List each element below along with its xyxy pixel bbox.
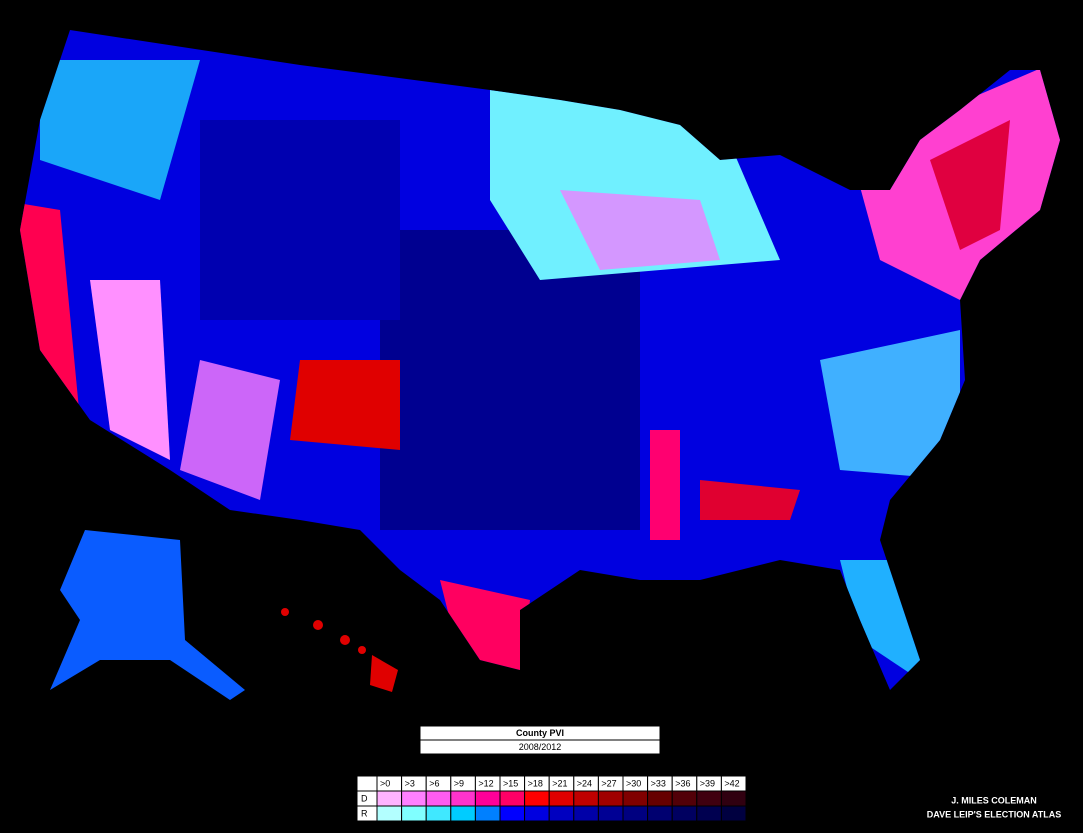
legend-row-label: D	[361, 793, 368, 803]
legend-subtitle: 2008/2012	[519, 742, 562, 752]
legend-swatch	[499, 805, 526, 822]
legend-swatch	[499, 790, 526, 807]
legend-swatch	[671, 790, 698, 807]
legend-swatch	[696, 805, 722, 822]
credit: J. MILES COLEMAN	[951, 795, 1037, 805]
legend-swatch	[573, 805, 599, 822]
legend-swatch	[548, 790, 575, 807]
legend-swatch	[720, 805, 747, 822]
legend-threshold: >39	[700, 778, 715, 788]
legend-threshold: >30	[626, 778, 641, 788]
legend-swatch	[524, 805, 550, 822]
legend-swatch	[376, 790, 403, 807]
legend-threshold: >33	[651, 778, 666, 788]
legend-swatch	[622, 790, 649, 807]
legend-swatch	[647, 805, 673, 822]
legend-threshold: >15	[503, 778, 518, 788]
legend-swatch	[474, 790, 501, 807]
legend-swatch	[597, 790, 624, 807]
legend-threshold: >12	[478, 778, 493, 788]
legend-cell	[356, 775, 378, 792]
legend-swatch	[573, 790, 599, 807]
legend-swatch	[696, 790, 722, 807]
legend-swatch	[474, 805, 501, 822]
legend-threshold: >36	[675, 778, 690, 788]
legend-swatch	[524, 790, 550, 807]
title-box: County PVI 2008/2012	[419, 725, 661, 755]
hawaii	[281, 608, 398, 692]
legend-threshold: >24	[577, 778, 592, 788]
legend-threshold: >18	[528, 778, 543, 788]
legend-swatch	[647, 790, 673, 807]
legend-swatch	[622, 805, 649, 822]
legend-title: County PVI	[516, 728, 564, 738]
legend-swatch	[425, 805, 452, 822]
legend-swatch	[376, 805, 403, 822]
alaska	[50, 530, 245, 700]
legend-threshold: >9	[454, 778, 464, 788]
legend-row-label: R	[361, 808, 368, 818]
legend-threshold: >0	[380, 778, 390, 788]
legend-threshold: >42	[724, 778, 739, 788]
legend-swatch	[425, 790, 452, 807]
legend-swatch	[720, 790, 747, 807]
legend-threshold: >3	[405, 778, 415, 788]
legend: >0 >3 >6 >9 >12 >15 >18 >21 >24 >27 >30 >33 >36 >39 >4…	[356, 775, 747, 822]
legend-swatch	[450, 805, 476, 822]
credit: DAVE LEIP'S ELECTION ATLAS	[927, 809, 1061, 819]
legend-threshold: >6	[429, 778, 439, 788]
legend-swatch	[548, 805, 575, 822]
legend-swatch	[401, 790, 427, 807]
legend-swatch	[450, 790, 476, 807]
legend-swatch	[401, 805, 427, 822]
legend-threshold: >21	[552, 778, 567, 788]
legend-threshold: >27	[601, 778, 616, 788]
legend-swatch	[597, 805, 624, 822]
legend-swatch	[671, 805, 698, 822]
